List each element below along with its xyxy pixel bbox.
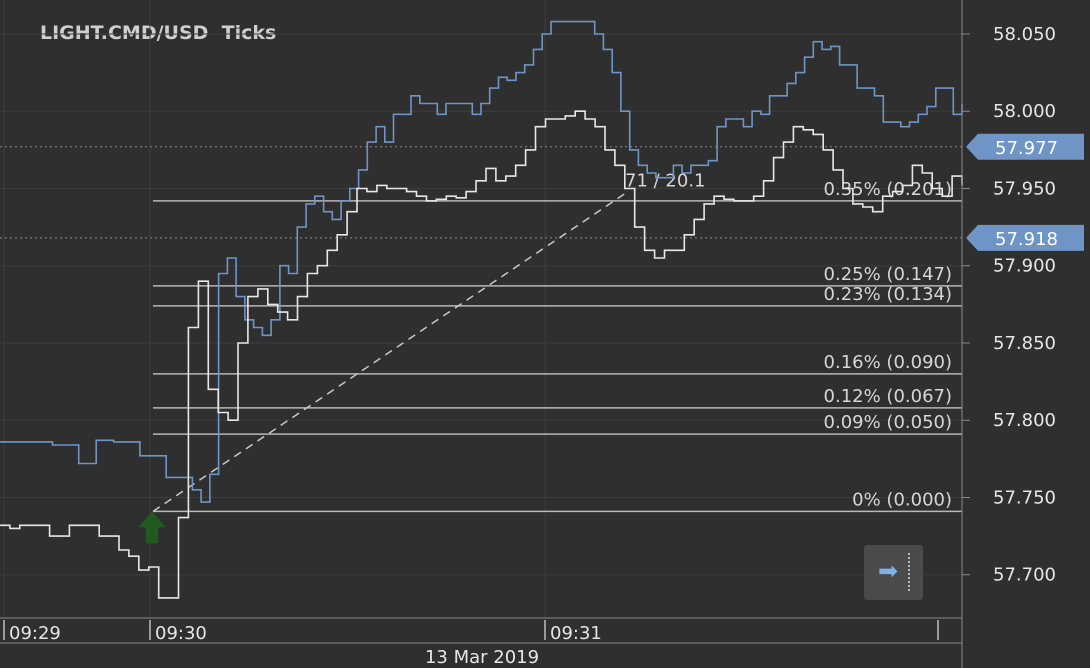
fib-level-label: 0% (0.000) — [852, 489, 952, 510]
price-badge-label: 57.977 — [995, 138, 1058, 159]
price-series — [0, 20, 963, 599]
x-tick-label: 09:31 — [550, 623, 602, 644]
x-tick-label: 09:30 — [155, 623, 207, 644]
x-tick-label: 09:29 — [9, 623, 61, 644]
chart-grid — [0, 0, 962, 618]
y-tick-label: 57.850 — [993, 333, 1056, 354]
scroll-to-latest-button[interactable]: ➡ — [864, 545, 923, 600]
price-badge — [966, 224, 1084, 251]
chart-title: LIGHT.CMD/USD Ticks — [40, 22, 277, 44]
price-badge — [966, 133, 1084, 160]
fib-level-label: 0.12% (0.067) — [824, 386, 952, 407]
y-tick-label: 58.000 — [993, 101, 1056, 122]
price-badge-label: 57.918 — [995, 229, 1058, 250]
axes: 58.050 58.000 57.950 57.900 57.850 57.800 57.7… — [0, 0, 1056, 668]
fib-level-label: 0.09% (0.050) — [824, 412, 952, 433]
fibonacci-retracement: 0.35% (0.201) 0.25% (0.147)0.23% (0.134) 0… — [152, 171, 962, 513]
fib-level-label: 0.23% (0.134) — [824, 284, 952, 305]
arrow-right-icon: ➡ — [878, 557, 899, 585]
trend-line — [152, 190, 629, 513]
fib-level-label: 0.35% (0.201) — [824, 179, 952, 200]
fib-level-label: 0.16% (0.090) — [824, 352, 952, 373]
y-tick-label: 57.750 — [993, 487, 1056, 508]
price-badges: 57.977 57.918 — [966, 133, 1084, 251]
buy-arrow-icon — [138, 511, 166, 544]
trend-label: 71 / 20.1 — [625, 171, 706, 192]
ask-series-line — [0, 20, 963, 503]
bid-series-line — [0, 110, 963, 599]
date-label: 13 Mar 2019 — [425, 647, 539, 668]
y-tick-label: 58.050 — [993, 24, 1056, 45]
dotted-divider-icon — [908, 553, 912, 591]
y-tick-label: 57.800 — [993, 410, 1056, 431]
fib-level-label: 0.25% (0.147) — [824, 264, 952, 285]
y-tick-label: 57.900 — [993, 256, 1056, 277]
y-tick-label: 57.950 — [993, 178, 1056, 199]
y-tick-label: 57.700 — [993, 565, 1056, 586]
